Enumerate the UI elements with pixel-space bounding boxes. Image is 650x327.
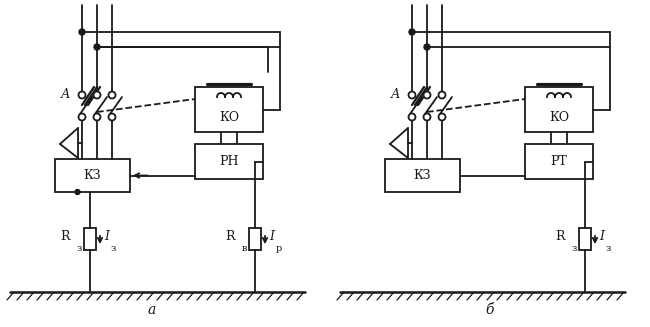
Text: б: б — [486, 303, 494, 317]
Text: з: з — [111, 244, 116, 253]
Text: КО: КО — [549, 111, 569, 124]
Text: R: R — [226, 230, 235, 243]
Circle shape — [409, 29, 415, 35]
Circle shape — [439, 113, 445, 121]
Bar — [195, 144, 263, 179]
Text: А: А — [391, 89, 400, 101]
Text: з: з — [606, 244, 612, 253]
Text: КО: КО — [219, 111, 239, 124]
Circle shape — [79, 29, 85, 35]
Text: РН: РН — [219, 155, 239, 168]
Circle shape — [424, 113, 430, 121]
Text: РТ: РТ — [551, 155, 567, 168]
Bar — [525, 144, 593, 179]
Circle shape — [408, 92, 415, 98]
Bar — [84, 228, 96, 250]
Bar — [195, 87, 263, 132]
Text: I: I — [104, 230, 109, 243]
Text: А: А — [60, 89, 70, 101]
Text: з: з — [572, 244, 577, 253]
Circle shape — [109, 92, 116, 98]
Text: а: а — [148, 303, 156, 317]
Circle shape — [424, 92, 430, 98]
Bar — [525, 87, 593, 132]
Bar — [55, 159, 130, 192]
Circle shape — [75, 190, 80, 195]
Circle shape — [439, 92, 445, 98]
Bar — [579, 228, 591, 250]
Text: I: I — [599, 230, 604, 243]
Text: КЗ: КЗ — [414, 169, 431, 182]
Text: I: I — [269, 230, 274, 243]
Circle shape — [94, 92, 101, 98]
Circle shape — [94, 44, 100, 50]
Bar — [385, 159, 460, 192]
Circle shape — [424, 44, 430, 50]
Circle shape — [94, 113, 101, 121]
Circle shape — [79, 92, 86, 98]
Text: R: R — [60, 230, 70, 243]
Bar — [249, 228, 261, 250]
Circle shape — [79, 113, 86, 121]
Text: КЗ: КЗ — [84, 169, 101, 182]
Text: в: в — [242, 244, 248, 253]
Text: з: з — [77, 244, 83, 253]
Text: р: р — [276, 244, 282, 253]
Text: R: R — [556, 230, 565, 243]
Circle shape — [408, 113, 415, 121]
Circle shape — [109, 113, 116, 121]
